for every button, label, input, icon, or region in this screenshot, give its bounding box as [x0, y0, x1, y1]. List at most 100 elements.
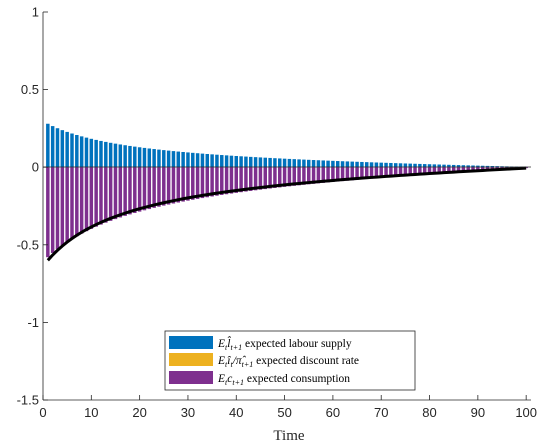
bar-labour-supply	[418, 163, 422, 168]
bar-consumption	[292, 167, 296, 186]
x-tick-label: 80	[422, 405, 436, 420]
bar-labour-supply	[427, 164, 432, 168]
bar-labour-supply	[326, 160, 330, 168]
bar-consumption	[331, 167, 335, 182]
x-tick-label: 70	[374, 405, 388, 420]
bar-consumption	[108, 167, 113, 221]
bar-labour-supply	[181, 151, 185, 168]
bar-labour-supply	[316, 160, 321, 168]
bar-consumption	[46, 167, 50, 258]
bar-labour-supply	[311, 160, 316, 168]
bar-consumption	[360, 167, 364, 180]
bar-consumption	[393, 167, 398, 177]
bar-labour-supply	[331, 160, 335, 168]
bar-consumption	[316, 167, 321, 184]
bar-labour-supply	[480, 165, 485, 168]
bar-consumption	[364, 167, 369, 180]
bar-labour-supply	[46, 123, 50, 168]
bar-labour-supply	[476, 165, 480, 168]
bar-consumption	[75, 167, 79, 237]
bar-consumption	[307, 167, 311, 185]
y-tick-label: -1.5	[17, 393, 39, 408]
bar-consumption	[447, 167, 451, 173]
bar-labour-supply	[442, 164, 446, 168]
bar-consumption	[451, 167, 456, 173]
bar-labour-supply	[461, 165, 466, 168]
x-tick-label: 0	[39, 405, 46, 420]
bar-labour-supply	[471, 165, 475, 168]
x-tick-label: 30	[181, 405, 195, 420]
bar-consumption	[229, 167, 234, 194]
bar-labour-supply	[384, 162, 388, 168]
bar-consumption	[268, 167, 272, 189]
bar-consumption	[186, 167, 190, 201]
bar-labour-supply	[355, 161, 359, 168]
bar-labour-supply	[408, 163, 412, 168]
bar-consumption	[524, 167, 528, 169]
bar-labour-supply	[84, 137, 89, 168]
bar-consumption	[466, 167, 470, 172]
bar-labour-supply	[389, 162, 393, 168]
bar-labour-supply	[104, 141, 108, 168]
y-ticks: 1 0.5 0 -0.5 -1 -1.5	[17, 5, 48, 408]
bar-consumption	[374, 167, 379, 179]
bar-consumption	[321, 167, 325, 183]
bar-labour-supply	[215, 154, 219, 168]
x-tick-label: 50	[277, 405, 291, 420]
bar-consumption	[379, 167, 383, 178]
bar-labour-supply	[422, 164, 427, 168]
total-line	[46, 166, 527, 262]
bar-consumption	[471, 167, 475, 172]
bar-consumption	[60, 167, 65, 246]
bar-labour-supply	[335, 161, 340, 168]
bar-labour-supply	[374, 162, 379, 168]
x-tick-label: 40	[229, 405, 243, 420]
bar-consumption	[152, 167, 156, 208]
bar-consumption	[55, 167, 60, 250]
bar-consumption	[104, 167, 108, 223]
bar-labour-supply	[157, 149, 161, 168]
bar-labour-supply	[292, 159, 296, 168]
bar-labour-supply	[278, 158, 282, 168]
bar-consumption	[413, 167, 417, 176]
bar-labour-supply	[210, 154, 214, 168]
bar-labour-supply	[253, 157, 258, 168]
bar-consumption	[253, 167, 258, 191]
bar-labour-supply	[234, 155, 239, 168]
bar-consumption	[258, 167, 263, 190]
bar-consumption	[302, 167, 306, 185]
bar-consumption	[133, 167, 137, 213]
bar-labour-supply	[118, 144, 123, 168]
bar-consumption	[244, 167, 248, 192]
bar-consumption	[205, 167, 210, 198]
bar-labour-supply	[321, 160, 325, 168]
bar-consumption	[147, 167, 152, 210]
bar-consumption	[210, 167, 214, 197]
bar-labour-supply	[263, 157, 267, 168]
bar-labour-supply	[191, 152, 195, 168]
bar-consumption	[239, 167, 243, 193]
bar-consumption	[442, 167, 446, 174]
bar-labour-supply	[70, 133, 74, 168]
bar-labour-supply	[307, 159, 311, 168]
bar-consumption	[263, 167, 267, 190]
bar-labour-supply	[398, 163, 403, 168]
bar-labour-supply	[171, 151, 176, 168]
legend-label-discount: Etît/π̂t+1 expected discount rate	[217, 355, 359, 369]
bar-consumption	[118, 167, 123, 218]
bar-consumption	[128, 167, 132, 215]
bar-labour-supply	[108, 142, 113, 168]
bar-labour-supply	[393, 163, 398, 168]
bar-labour-supply	[297, 159, 301, 168]
x-axis-label: Time	[273, 428, 304, 444]
bar-consumption	[311, 167, 316, 184]
bar-consumption	[437, 167, 441, 174]
bar-consumption	[345, 167, 350, 181]
y-tick-label: 0.5	[21, 82, 39, 97]
x-tick-label: 10	[84, 405, 98, 420]
bar-labour-supply	[152, 149, 156, 168]
y-tick-label: 1	[32, 5, 39, 20]
bar-consumption	[461, 167, 466, 172]
bar-consumption	[215, 167, 219, 196]
bar-labour-supply	[485, 165, 490, 168]
